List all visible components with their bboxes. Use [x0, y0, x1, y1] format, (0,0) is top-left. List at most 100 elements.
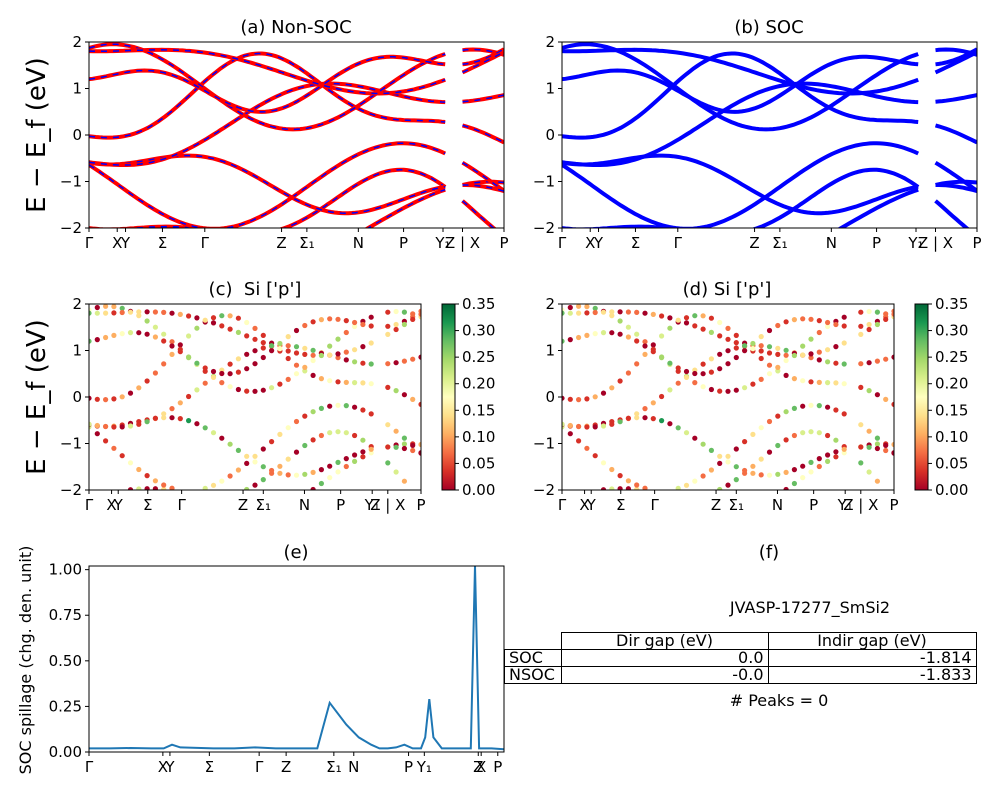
scatter-point — [642, 343, 648, 349]
scatter-point — [418, 311, 421, 317]
colorbar-tick-label: 0.30 — [935, 322, 968, 340]
xtick-label: Γ — [558, 234, 567, 252]
panel-d-colorbar: 0.00 0.05 0.10 0.15 0.20 0.25 0.30 0.35 — [914, 295, 968, 499]
ytick-label: 0 — [545, 126, 555, 144]
scatter-point — [89, 395, 92, 401]
scatter-point — [567, 422, 573, 429]
xtick-label: P — [404, 758, 413, 776]
xtick-label: Γ — [558, 496, 567, 514]
scatter-point — [775, 364, 781, 370]
scatter-point — [285, 343, 291, 349]
scatter-point — [127, 390, 134, 396]
scatter-point — [302, 413, 308, 419]
scatter-point — [725, 361, 731, 367]
scatter-point — [186, 393, 192, 400]
scatter-point — [717, 388, 723, 394]
scatter-point — [393, 428, 399, 434]
scatter-point — [293, 418, 300, 425]
scatter-point — [766, 449, 773, 455]
scatter-point — [360, 360, 366, 366]
scatter-point — [111, 396, 117, 402]
scatter-point — [592, 453, 598, 459]
scatter-point — [103, 438, 109, 444]
scatter-point — [327, 463, 333, 469]
scatter-point — [177, 416, 183, 422]
scatter-point — [127, 309, 134, 315]
scatter-point — [327, 352, 333, 358]
scatter-point — [418, 354, 421, 360]
scatter-point — [210, 482, 217, 488]
scatter-point — [609, 466, 615, 473]
scatter-point — [733, 387, 739, 393]
scatter-point — [816, 379, 822, 385]
scatter-point — [675, 380, 681, 386]
scatter-point — [642, 339, 648, 345]
scatter-point — [244, 453, 250, 459]
scatter-point — [169, 351, 175, 357]
scatter-point — [692, 323, 698, 329]
scatter-point — [360, 321, 366, 328]
scatter-point — [418, 441, 421, 448]
scatter-point — [816, 403, 822, 409]
scatter-point — [418, 401, 421, 407]
xtick-label: Γ — [85, 758, 94, 776]
xtick-label: Y — [113, 496, 124, 514]
scatter-point — [252, 453, 258, 459]
scatter-point — [127, 487, 134, 490]
ytick-label: 0 — [72, 126, 82, 144]
scatter-point — [152, 415, 158, 421]
scatter-point — [562, 421, 565, 427]
colorbar-tick-label: 0.05 — [462, 454, 495, 472]
xtick-label: N — [348, 758, 359, 776]
xtick-label: Y — [120, 234, 131, 252]
scatter-point — [659, 313, 665, 319]
xtick-label: Γ — [85, 496, 94, 514]
scatter-point — [194, 325, 200, 331]
scatter-point — [708, 329, 715, 335]
panel-e-title: (e) — [283, 542, 308, 563]
scatter-point — [816, 430, 822, 436]
scatter-point — [600, 309, 607, 315]
scatter-point — [210, 315, 217, 321]
scatter-point — [742, 439, 748, 445]
scatter-point — [252, 388, 258, 394]
scatter-point — [327, 316, 333, 322]
panel-b-title: (b) SOC — [734, 17, 803, 38]
scatter-point — [269, 439, 275, 445]
scatter-point — [318, 317, 324, 323]
scatter-point — [683, 315, 690, 321]
band-line — [562, 141, 977, 228]
scatter-point — [609, 385, 615, 391]
scatter-point — [634, 415, 640, 421]
scatter-point — [202, 425, 208, 431]
scatter-point — [733, 354, 739, 361]
scatter-point — [302, 442, 308, 449]
scatter-point — [269, 343, 275, 349]
colorbar-gradient — [914, 303, 929, 491]
scatter-point — [708, 356, 715, 362]
scatter-point — [791, 376, 798, 382]
colorbar-tick-label: 0.30 — [462, 322, 495, 340]
colorbar-tick-label: 0.15 — [462, 401, 495, 419]
scatter-point — [800, 403, 806, 409]
scatter-point — [625, 309, 632, 315]
scatter-point — [874, 478, 881, 484]
scatter-point — [783, 357, 789, 364]
panel-d-title: (d) Si ['p'] — [683, 279, 772, 300]
ytick-label: −2 — [533, 219, 555, 237]
scatter-point — [567, 310, 573, 316]
scatter-point — [310, 437, 316, 443]
scatter-point — [89, 310, 92, 316]
scatter-point — [675, 485, 681, 490]
xtick-label: Γ — [650, 496, 659, 514]
gap-table: Dir gap (eV) Indir gap (eV) SOC 0.0 -1.8… — [504, 632, 977, 684]
scatter-point — [675, 365, 681, 371]
xtick-label: Y₁ — [434, 234, 450, 252]
ytick-label: 2 — [72, 33, 82, 51]
scatter-point — [410, 447, 416, 454]
scatter-point — [717, 366, 723, 372]
scatter-point — [169, 339, 175, 345]
scatter-point — [327, 430, 333, 436]
